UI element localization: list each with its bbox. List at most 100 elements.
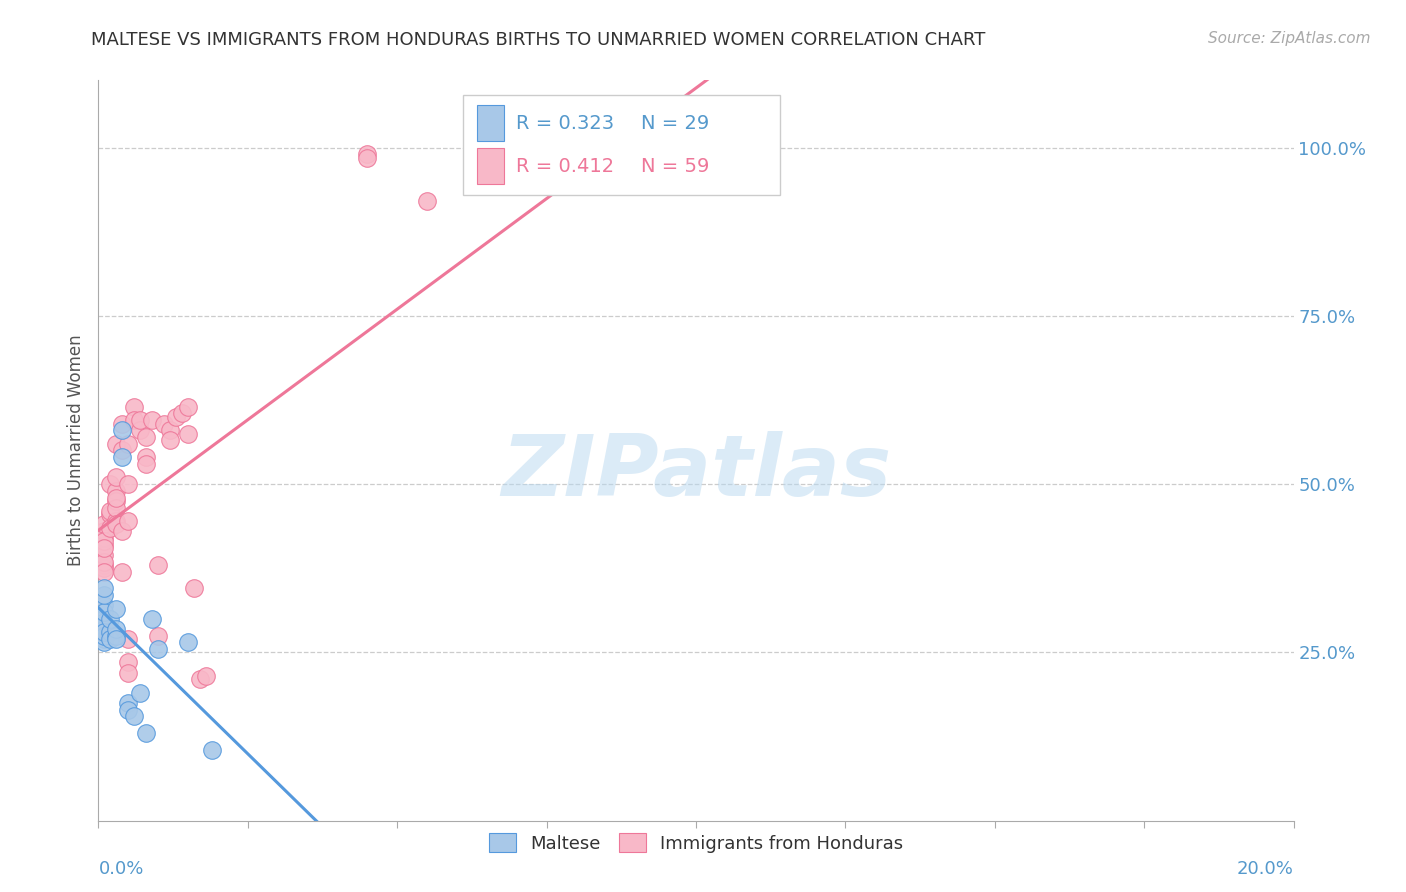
Text: N = 29: N = 29 [641,113,709,133]
Point [105,436,128,450]
Point [685,174,707,188]
Point [98,625,122,640]
FancyBboxPatch shape [463,95,780,195]
Point [195,669,218,683]
Point [124,413,146,427]
Point [93,534,115,549]
Point [93,517,115,532]
Point [129,686,152,700]
Point [111,524,134,539]
Text: Source: ZipAtlas.com: Source: ZipAtlas.com [1208,31,1371,46]
Point [159,423,181,437]
Point [135,450,157,465]
Point [117,703,139,717]
Point [93,565,115,579]
Point [105,632,128,646]
Point [93,635,115,649]
Point [117,665,139,680]
Point [93,625,115,640]
Point [93,588,115,602]
Point [135,430,157,444]
Point [93,628,115,642]
Point [111,417,134,431]
Point [105,601,128,615]
Point [105,517,128,532]
Point [93,615,115,629]
Point [129,413,152,427]
Point [117,477,139,491]
Point [124,400,146,414]
Text: R = 0.412: R = 0.412 [516,157,613,176]
Legend: Maltese, Immigrants from Honduras: Maltese, Immigrants from Honduras [481,826,911,860]
Point [93,558,115,572]
Point [356,151,378,165]
Point [135,726,157,740]
Point [93,531,115,545]
Point [117,696,139,710]
Point [117,436,139,450]
Point [117,514,139,528]
Text: 20.0%: 20.0% [1237,860,1294,878]
Point [141,413,163,427]
Point [177,635,200,649]
Point [141,612,163,626]
Point [111,565,134,579]
Point [105,483,128,498]
Point [105,628,128,642]
Point [183,582,205,596]
Point [148,628,170,642]
Point [148,558,170,572]
Point [188,673,211,687]
Point [93,524,115,539]
Point [93,599,115,613]
Point [93,555,115,569]
Text: 0.0%: 0.0% [98,860,143,878]
Point [98,508,122,522]
Point [93,538,115,552]
Point [111,443,134,458]
Point [111,450,134,465]
Point [105,500,128,515]
Point [93,561,115,575]
Text: ZIPatlas: ZIPatlas [501,431,891,514]
Point [105,514,128,528]
Point [98,477,122,491]
Point [93,622,115,636]
Point [153,417,176,431]
Point [117,632,139,646]
Point [129,423,152,437]
Point [93,541,115,555]
Point [356,147,378,161]
Point [93,605,115,619]
Point [148,642,170,657]
Point [98,632,122,646]
Text: R = 0.323: R = 0.323 [516,113,613,133]
Point [135,457,157,471]
Point [105,622,128,636]
Point [177,426,200,441]
Point [105,470,128,484]
Point [117,656,139,670]
Point [201,743,224,757]
Point [98,504,122,518]
FancyBboxPatch shape [477,105,503,141]
Point [105,494,128,508]
Point [172,407,194,421]
Point [177,400,200,414]
Point [165,409,187,424]
Point [685,140,707,154]
Text: MALTESE VS IMMIGRANTS FROM HONDURAS BIRTHS TO UNMARRIED WOMEN CORRELATION CHART: MALTESE VS IMMIGRANTS FROM HONDURAS BIRT… [91,31,986,49]
Point [98,612,122,626]
Point [159,434,181,448]
Point [98,521,122,535]
Point [124,709,146,723]
Point [111,423,134,437]
Point [93,632,115,646]
Y-axis label: Births to Unmarried Women: Births to Unmarried Women [66,334,84,566]
Point [416,194,439,209]
Point [105,491,128,505]
Point [93,618,115,632]
Text: N = 59: N = 59 [641,157,710,176]
Point [93,548,115,562]
FancyBboxPatch shape [477,148,503,184]
